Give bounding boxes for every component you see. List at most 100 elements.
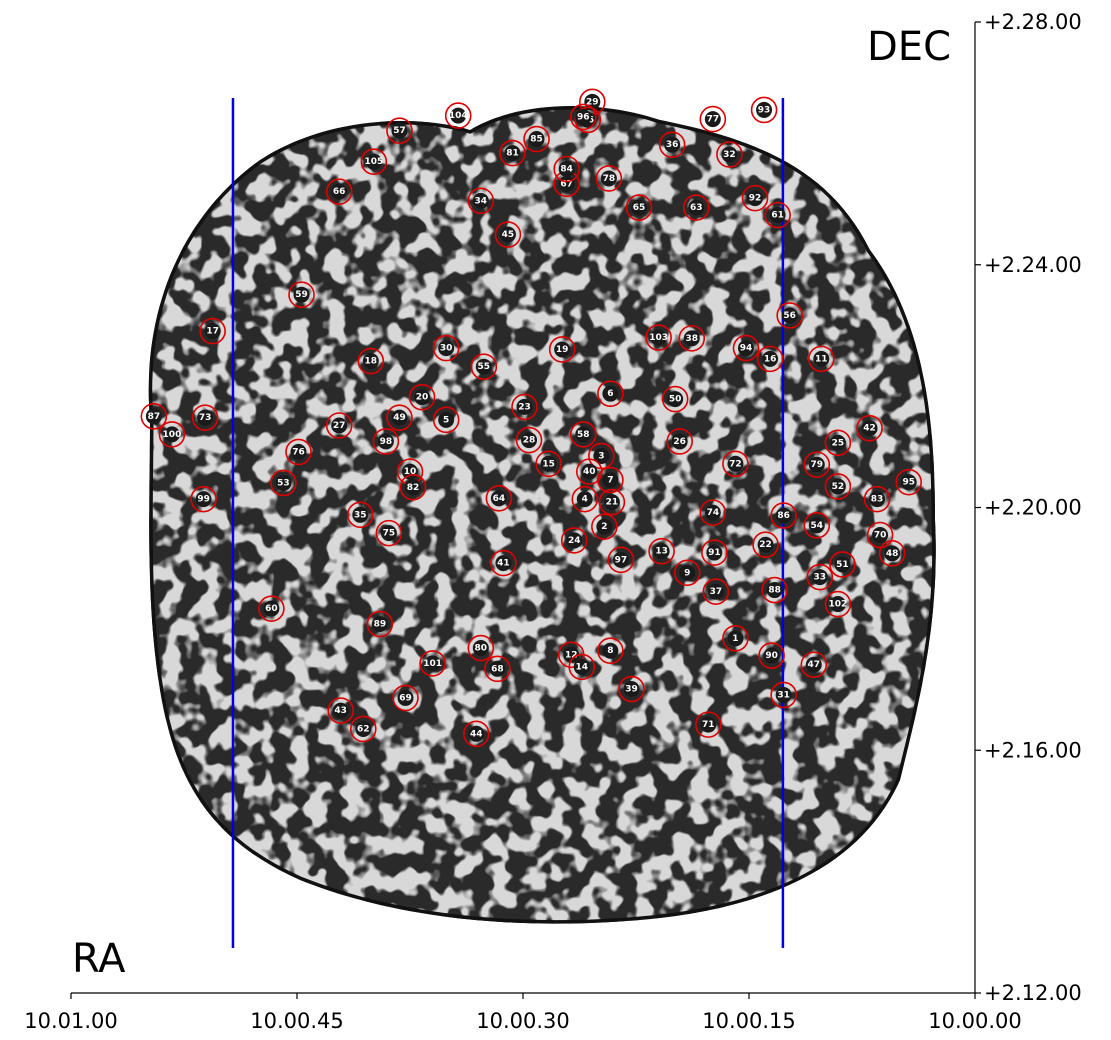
source-41[interactable]: 41	[490, 549, 517, 577]
source-34[interactable]: 34	[467, 187, 495, 215]
source-86[interactable]: 86	[770, 502, 797, 529]
source-40[interactable]: 40	[575, 458, 603, 485]
source-100[interactable]: 100	[158, 421, 186, 448]
source-84[interactable]: 84	[553, 155, 580, 183]
source-68[interactable]: 68	[484, 655, 511, 683]
source-71[interactable]: 71	[695, 711, 722, 738]
source-27[interactable]: 27	[325, 412, 353, 439]
source-59[interactable]: 59	[288, 281, 315, 308]
source-51[interactable]: 51	[829, 551, 856, 578]
source-25[interactable]: 25	[824, 429, 852, 457]
source-14[interactable]: 14	[568, 653, 596, 681]
source-75[interactable]: 75	[375, 519, 403, 547]
source-63[interactable]: 63	[682, 194, 710, 221]
source-72[interactable]: 72	[722, 450, 749, 478]
source-11[interactable]: 11	[808, 345, 835, 373]
source-23[interactable]: 23	[511, 393, 538, 421]
source-18[interactable]: 18	[357, 347, 385, 375]
source-61[interactable]: 61	[764, 201, 791, 229]
source-89[interactable]: 89	[366, 610, 394, 638]
source-43[interactable]: 43	[327, 697, 354, 724]
source-83[interactable]: 83	[863, 485, 891, 513]
source-65[interactable]: 65	[625, 194, 653, 221]
source-93[interactable]: 93	[750, 96, 778, 124]
source-35[interactable]: 35	[346, 501, 374, 529]
source-79[interactable]: 79	[803, 451, 831, 478]
source-1[interactable]: 1	[722, 625, 749, 652]
source-17[interactable]: 17	[199, 317, 226, 345]
source-13[interactable]: 13	[648, 537, 675, 565]
source-95[interactable]: 95	[895, 468, 923, 496]
source-47[interactable]: 47	[800, 651, 828, 679]
source-44[interactable]: 44	[462, 720, 490, 748]
source-22[interactable]: 22	[752, 531, 779, 559]
source-4[interactable]: 4	[571, 485, 599, 513]
source-70[interactable]: 70	[866, 521, 894, 549]
source-94[interactable]: 94	[732, 334, 760, 362]
source-99[interactable]: 99	[190, 485, 217, 513]
source-53[interactable]: 53	[270, 469, 297, 497]
source-blob	[581, 463, 598, 480]
source-45[interactable]: 45	[494, 221, 522, 248]
source-37[interactable]: 37	[702, 578, 730, 605]
source-21[interactable]: 21	[598, 488, 626, 516]
source-50[interactable]: 50	[661, 385, 689, 413]
source-36[interactable]: 36	[658, 131, 686, 159]
source-31[interactable]: 31	[770, 681, 797, 709]
source-2[interactable]: 2	[591, 513, 618, 540]
source-15[interactable]: 15	[535, 450, 562, 478]
source-49[interactable]: 49	[386, 404, 413, 431]
source-91[interactable]: 91	[701, 539, 728, 566]
source-90[interactable]: 90	[758, 642, 785, 669]
source-blob	[352, 506, 369, 523]
source-88[interactable]: 88	[761, 576, 788, 604]
source-76[interactable]: 76	[285, 438, 312, 466]
source-57[interactable]: 57	[386, 117, 413, 144]
source-32[interactable]: 32	[716, 141, 743, 168]
source-64[interactable]: 64	[485, 485, 513, 512]
source-52[interactable]: 52	[824, 473, 852, 500]
source-42[interactable]: 42	[856, 414, 883, 442]
source-5[interactable]: 5	[432, 406, 460, 434]
source-16[interactable]: 16	[756, 345, 784, 373]
source-96[interactable]: 96	[569, 103, 597, 131]
source-9[interactable]: 9	[673, 559, 701, 587]
source-8[interactable]: 8	[597, 637, 624, 665]
source-66[interactable]: 66	[325, 178, 353, 205]
source-62[interactable]: 62	[349, 715, 377, 743]
source-103[interactable]: 103	[645, 324, 672, 351]
source-6[interactable]: 6	[597, 380, 624, 407]
source-19[interactable]: 19	[548, 336, 576, 363]
source-24[interactable]: 24	[560, 527, 588, 554]
source-38[interactable]: 38	[678, 325, 706, 352]
source-56[interactable]: 56	[776, 302, 803, 329]
source-48[interactable]: 48	[878, 540, 906, 567]
source-105[interactable]: 105	[360, 148, 388, 176]
source-104[interactable]: 104	[444, 102, 472, 129]
source-77[interactable]: 77	[699, 105, 727, 133]
source-78[interactable]: 78	[595, 165, 623, 192]
source-82[interactable]: 82	[399, 473, 427, 501]
source-73[interactable]: 73	[191, 404, 219, 431]
source-26[interactable]: 26	[666, 428, 693, 455]
source-101[interactable]: 101	[419, 650, 446, 677]
source-80[interactable]: 80	[467, 634, 495, 662]
source-54[interactable]: 54	[803, 512, 831, 539]
source-87[interactable]: 87	[140, 403, 168, 430]
source-33[interactable]: 33	[806, 563, 834, 591]
source-85[interactable]: 85	[523, 125, 550, 153]
source-20[interactable]: 20	[408, 383, 436, 411]
source-60[interactable]: 60	[258, 595, 285, 622]
source-97[interactable]: 97	[607, 546, 635, 574]
source-69[interactable]: 69	[392, 684, 419, 712]
source-58[interactable]: 58	[569, 421, 597, 448]
source-74[interactable]: 74	[699, 499, 727, 526]
source-30[interactable]: 30	[432, 334, 460, 362]
source-28[interactable]: 28	[515, 426, 543, 454]
source-92[interactable]: 92	[741, 184, 769, 212]
source-55[interactable]: 55	[470, 353, 498, 381]
source-81[interactable]: 81	[499, 139, 526, 167]
source-102[interactable]: 102	[824, 590, 852, 618]
source-98[interactable]: 98	[372, 428, 400, 455]
source-39[interactable]: 39	[618, 675, 645, 703]
